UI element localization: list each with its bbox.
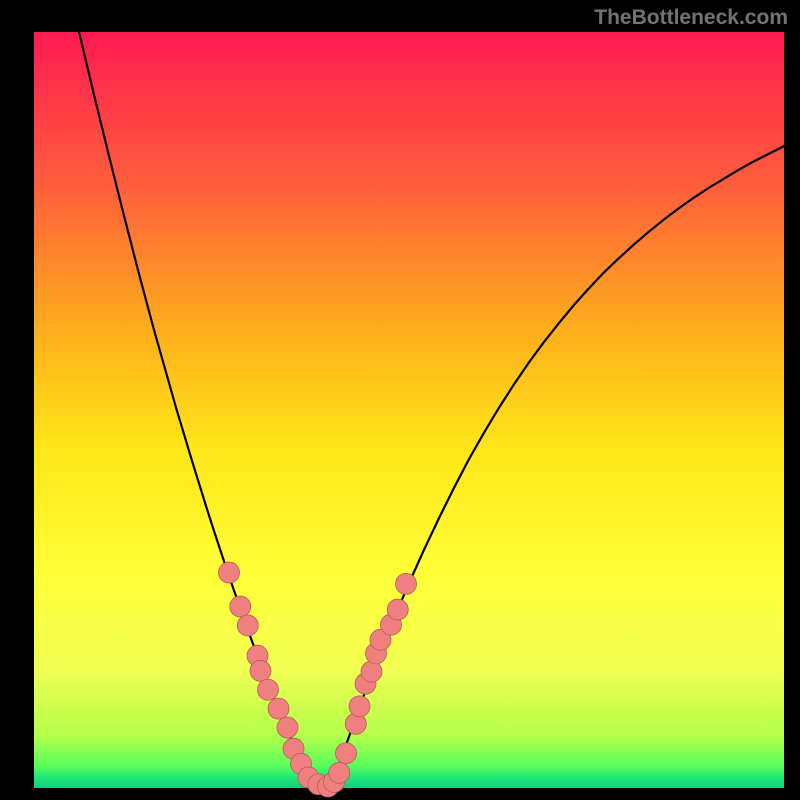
data-marker bbox=[268, 698, 289, 719]
data-marker bbox=[361, 661, 382, 682]
data-marker bbox=[349, 696, 370, 717]
data-marker bbox=[387, 599, 408, 620]
data-marker bbox=[219, 562, 240, 583]
data-marker bbox=[237, 615, 258, 636]
data-marker bbox=[258, 679, 279, 700]
data-marker bbox=[396, 573, 417, 594]
figure-root: TheBottleneck.com bbox=[0, 0, 800, 800]
chart-svg bbox=[34, 32, 784, 788]
watermark-text: TheBottleneck.com bbox=[594, 6, 788, 30]
plot-area bbox=[34, 32, 784, 788]
data-marker bbox=[277, 717, 298, 738]
gradient-background bbox=[34, 32, 784, 788]
data-marker bbox=[336, 743, 357, 764]
data-marker bbox=[250, 660, 271, 681]
data-marker bbox=[230, 596, 251, 617]
data-marker bbox=[329, 762, 350, 783]
